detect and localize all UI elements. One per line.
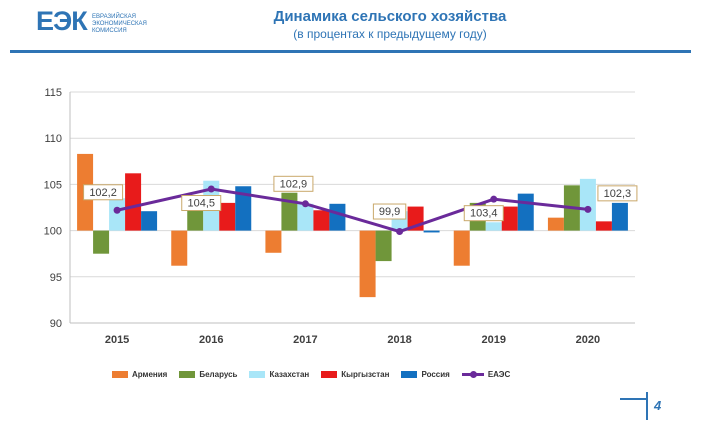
eaeu-data-label: 104,5 (187, 198, 215, 210)
x-tick-label: 2017 (293, 334, 317, 346)
eaeu-data-label-box (273, 175, 314, 192)
legend-item: Россия (401, 369, 450, 379)
page-number-divider (646, 392, 648, 420)
legend-item: ЕАЭС (461, 369, 511, 379)
bar-Беларусь (375, 230, 392, 262)
y-tick-label: 115 (44, 87, 62, 99)
eaeu-point (490, 195, 498, 203)
x-tick-label: 2016 (199, 334, 223, 346)
x-tick-label: 2018 (387, 334, 411, 346)
bar-Россия (141, 211, 158, 231)
legend-item: Кыргызстан (321, 370, 389, 379)
bar-Казахстан (297, 203, 314, 231)
legend-swatch (179, 370, 196, 378)
legend-line-swatch (461, 370, 484, 378)
legend-label: Кыргызстан (341, 369, 390, 379)
y-tick-label: 95 (50, 272, 62, 284)
logo-caption-line: ЭКОНОМИЧЕСКАЯ (92, 21, 147, 27)
y-tick-label: 90 (50, 318, 62, 330)
eek-logo: ЕЭК (36, 6, 88, 36)
eaeu-point (207, 185, 215, 193)
bar-Россия (329, 203, 346, 231)
page-number: 4 (654, 398, 662, 413)
eaeu-data-label-box (463, 205, 504, 222)
eaeu-line (116, 187, 589, 234)
eaeu-point (584, 205, 592, 213)
bar-Армения (171, 230, 188, 266)
bar-Казахстан (485, 222, 502, 231)
eaeu-point (301, 200, 309, 208)
legend-label: Армения (132, 369, 168, 379)
eaeu-point (396, 228, 404, 236)
bar-Кыргызстан (313, 210, 330, 231)
legend-item: Беларусь (179, 370, 237, 379)
bar-Казахстан (109, 198, 126, 231)
eaeu-data-label-box (372, 203, 407, 220)
y-tick-label: 100 (44, 226, 62, 238)
legend-label: Казахстан (269, 369, 310, 379)
eaeu-data-label: 99,9 (379, 206, 400, 218)
legend-swatch (112, 370, 128, 378)
eaeu-data-label: 102,3 (604, 188, 632, 200)
legend-item: Армения (112, 370, 167, 379)
y-tick-label: 110 (44, 133, 62, 145)
x-tick-label: 2020 (576, 334, 600, 346)
eaeu-data-label-box (83, 184, 124, 201)
bar-Армения (359, 230, 376, 298)
bar-Россия (423, 230, 440, 233)
x-tick-label: 2015 (105, 334, 129, 346)
bar-Россия (517, 193, 534, 231)
bar-Кыргызстан (125, 173, 142, 231)
slide-header: ЕЭК ЕВРАЗИЙСКАЯ ЭКОНОМИЧЕСКАЯ КОМИССИЯ Д… (0, 0, 701, 56)
logo-caption: ЕВРАЗИЙСКАЯ ЭКОНОМИЧЕСКАЯ КОМИССИЯ (92, 14, 167, 35)
legend-item: Казахстан (249, 370, 309, 379)
legend-label: Россия (421, 369, 450, 379)
legend-swatch (321, 370, 338, 378)
bar-Беларусь (281, 192, 298, 231)
bar-Россия (611, 202, 628, 231)
eaeu-data-label-box (597, 185, 638, 202)
bar-Казахстан (579, 178, 596, 231)
x-tick-label: 2019 (482, 334, 506, 346)
slide-subtitle: (в процентах к предыдущему году) (293, 27, 487, 41)
logo-caption-line: ЕВРАЗИЙСКАЯ (92, 14, 136, 20)
legend-label: ЕАЭС (487, 369, 511, 379)
y-tick-label: 105 (44, 179, 62, 191)
bar-Кыргызстан (501, 206, 518, 231)
header-divider (10, 50, 691, 53)
bar-Беларусь (93, 230, 110, 254)
legend-swatch (249, 370, 266, 378)
page-number-divider (620, 398, 648, 400)
bar-Кыргызстан (219, 202, 236, 231)
eaeu-data-label: 102,2 (89, 187, 117, 199)
eaeu-data-label: 103,4 (470, 208, 498, 220)
slide-title: Динамика сельского хозяйства (273, 8, 507, 25)
chart-legend: Армения Беларусь Казахстан Кыргызстан Россия… (112, 367, 522, 381)
bar-Армения (547, 217, 564, 231)
eaeu-point (113, 206, 121, 214)
legend-label: Беларусь (199, 369, 238, 379)
eaeu-data-label-box (181, 195, 222, 212)
bar-Кыргызстан (595, 221, 612, 231)
eaeu-data-label: 102,9 (280, 178, 308, 190)
bar-Россия (235, 186, 252, 231)
legend-swatch (401, 370, 418, 378)
bar-Армения (453, 230, 470, 266)
logo-caption-line: КОМИССИЯ (92, 28, 127, 34)
bar-Армения (265, 230, 282, 253)
